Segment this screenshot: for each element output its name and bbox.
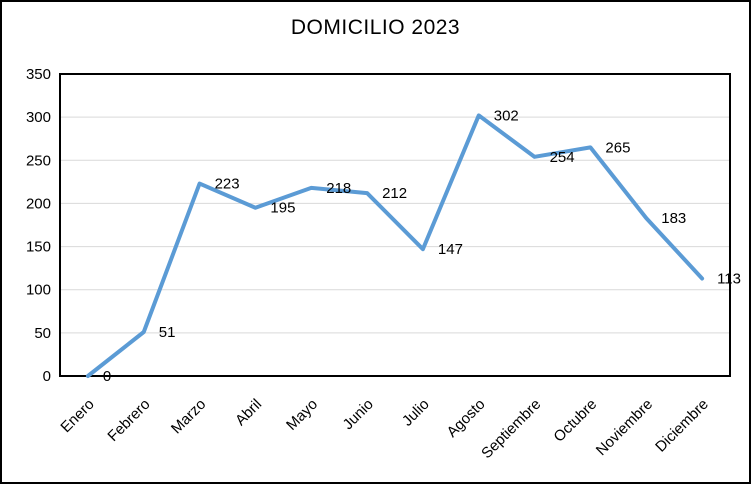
data-point-label: 113 xyxy=(717,270,741,287)
y-axis-tick-label: 300 xyxy=(26,109,51,126)
chart-title: DOMICILIO 2023 xyxy=(290,16,461,39)
data-point-label: 51 xyxy=(159,324,176,341)
data-point-label: 265 xyxy=(605,139,630,156)
x-axis-tick-label: Octubre xyxy=(550,396,600,446)
plot-area-border xyxy=(59,73,731,377)
x-axis-tick-label: Julio xyxy=(399,396,433,430)
y-axis-tick-label: 100 xyxy=(26,282,51,299)
y-axis-tick-label: 150 xyxy=(26,239,51,256)
data-point-label: 223 xyxy=(215,176,240,193)
series-line xyxy=(85,113,705,378)
x-axis-tick-label: Marzo xyxy=(168,396,209,437)
x-axis-tick-label: Mayo xyxy=(283,396,321,434)
data-point-label: 195 xyxy=(270,200,295,217)
y-axis-tick-label: 350 xyxy=(26,66,51,83)
data-point-label: 147 xyxy=(438,241,463,258)
x-axis-tick-label: Febrero xyxy=(104,396,153,445)
x-axis-tick-label: Diciembre xyxy=(652,396,712,456)
y-axis-tick-label: 200 xyxy=(26,195,51,212)
x-axis-tick-label: Abril xyxy=(232,396,265,429)
data-point-label: 302 xyxy=(494,107,519,124)
y-axis-tick-label: 50 xyxy=(34,325,51,342)
x-axis-tick-label: Septiembre xyxy=(478,396,544,462)
y-axis-tick-label: 0 xyxy=(43,368,51,385)
x-axis-tick-label: Junio xyxy=(340,396,377,433)
y-axis-tick-label: 250 xyxy=(26,152,51,169)
data-point-label: 212 xyxy=(382,185,407,202)
data-point-label: 183 xyxy=(661,210,686,227)
data-point-label: 0 xyxy=(103,368,111,385)
x-axis-tick-label: Noviembre xyxy=(593,396,656,459)
x-axis-tick-label: Agosto xyxy=(444,396,489,441)
x-axis-tick-label: Enero xyxy=(57,396,97,436)
data-point-label: 218 xyxy=(326,180,351,197)
data-point-label: 254 xyxy=(550,149,575,166)
